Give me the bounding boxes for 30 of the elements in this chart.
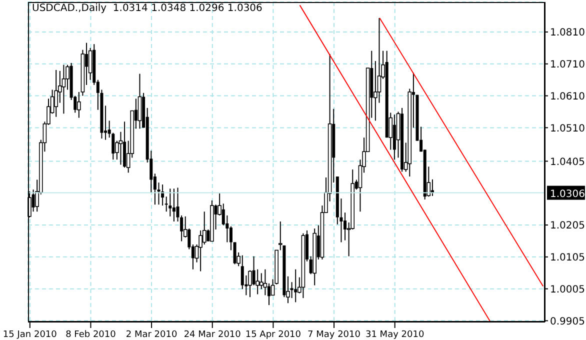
x-tick-label: 7 May 2010 bbox=[308, 330, 361, 340]
candlestick bbox=[62, 64, 66, 114]
y-tick-label: 1.0405 bbox=[550, 156, 585, 168]
candlestick bbox=[344, 212, 347, 241]
x-tick-label: 31 May 2010 bbox=[366, 330, 424, 340]
candlestick bbox=[157, 182, 160, 206]
y-tick-label: 0.9905 bbox=[550, 316, 585, 328]
candlestick bbox=[54, 69, 58, 118]
y-tick-label: 1.0005 bbox=[550, 284, 585, 296]
candlestick bbox=[294, 268, 298, 303]
y-tick-label: 1.0810 bbox=[550, 28, 585, 39]
ref-line-label: 1.0306 bbox=[550, 188, 585, 200]
x-tick-label: 15 Jan 2010 bbox=[2, 330, 58, 340]
x-tick-label: 15 Apr 2010 bbox=[245, 330, 302, 340]
y-tick-label: 1.0510 bbox=[550, 123, 585, 134]
x-tick-label: 24 Mar 2010 bbox=[184, 330, 242, 340]
candlestick bbox=[168, 188, 172, 217]
y-tick-label: 1.0610 bbox=[550, 91, 585, 102]
chart-title: USDCAD.,Daily 1.0314 1.0348 1.0296 1.0306 bbox=[32, 3, 262, 14]
candlestick bbox=[430, 178, 434, 196]
x-tick-label: 8 Feb 2010 bbox=[66, 330, 116, 340]
x-tick-label: 2 Mar 2010 bbox=[126, 330, 178, 340]
y-tick-label: 1.0105 bbox=[550, 252, 585, 264]
candlestick bbox=[233, 242, 236, 265]
candlestick bbox=[229, 226, 232, 251]
y-tick-label: 1.0205 bbox=[550, 220, 585, 232]
candlestick bbox=[138, 73, 142, 130]
candlestick bbox=[172, 188, 176, 222]
y-tick-label: 1.0710 bbox=[550, 59, 585, 70]
candlestick bbox=[267, 282, 270, 306]
